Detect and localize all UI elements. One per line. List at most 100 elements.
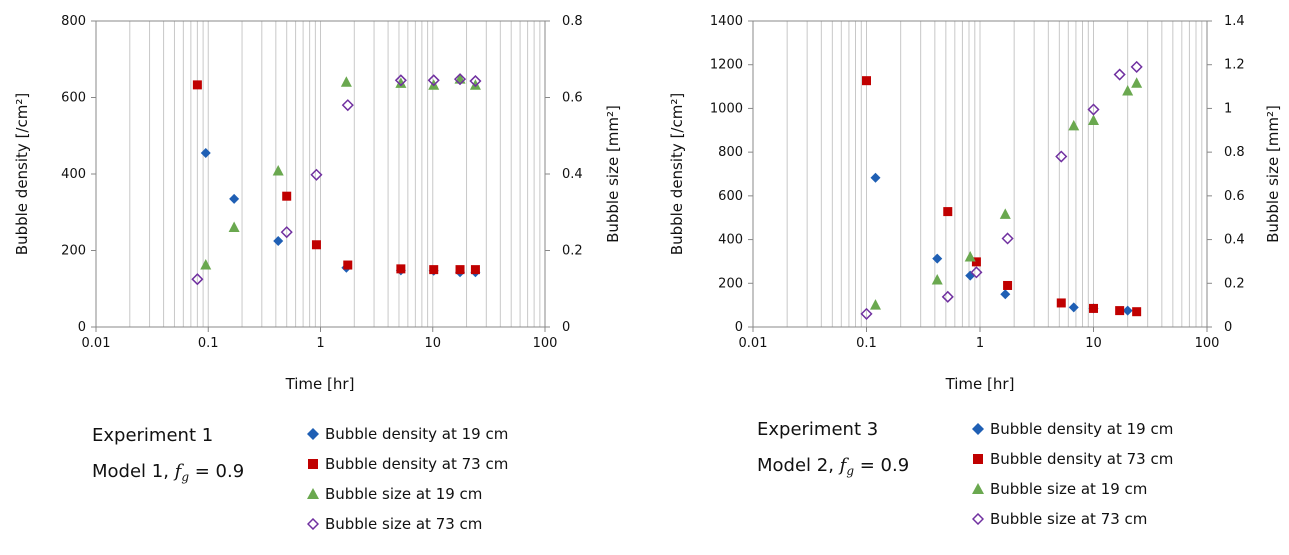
square-marker-icon <box>973 454 983 464</box>
y2-tick-label: 0.4 <box>1224 233 1245 248</box>
series-size-19 <box>869 77 1143 310</box>
data-point <box>1115 306 1125 316</box>
experiment-caption: Experiment 3 <box>757 419 878 440</box>
data-point <box>311 240 321 250</box>
x-tick-label: 1 <box>976 336 984 351</box>
y-axis-label: Bubble density [/cm²] <box>13 93 31 255</box>
legend-item-density-19: Bubble density at 19 cm <box>972 414 1222 444</box>
square-marker-icon <box>308 459 318 469</box>
data-point <box>964 251 976 262</box>
fg-value: = 0.9 <box>854 455 910 476</box>
y-tick-label: 600 <box>61 91 86 106</box>
y-tick-label: 1000 <box>710 101 743 116</box>
data-point <box>1055 150 1068 163</box>
experiment-label: Experiment 3 <box>757 419 879 440</box>
y2-tick-label: 1.2 <box>1224 58 1245 73</box>
data-point <box>931 274 943 285</box>
data-point <box>470 265 480 275</box>
x-tick-label: 100 <box>533 336 558 351</box>
legend-label: Bubble density at 19 cm <box>325 425 509 443</box>
fg-symbol: f <box>174 461 182 482</box>
fg-subscript: g <box>181 470 190 484</box>
legend-item-density-19: Bubble density at 19 cm <box>307 419 557 449</box>
legend-item-size-19: Bubble size at 19 cm <box>307 479 557 509</box>
series-size-73 <box>860 60 1143 320</box>
chart-panel-experiment-1: 0.01 0.1 1 10 100 0 200 400 600 800 0 0.2 0.4 0.6 0.8 T… <box>13 14 622 393</box>
data-point <box>280 226 293 239</box>
data-point <box>1087 103 1100 116</box>
legend-label: Bubble size at 73 cm <box>325 515 483 533</box>
x-tick-label: 10 <box>424 336 441 351</box>
y-tick-label: 1200 <box>710 58 743 73</box>
data-point <box>1089 303 1098 313</box>
series-density-73 <box>862 76 1142 317</box>
y-tick-label: 800 <box>61 14 86 29</box>
legend-item-size-73: Bubble size at 73 cm <box>972 504 1222 534</box>
data-point <box>429 265 439 275</box>
legend-label: Bubble density at 73 cm <box>990 450 1174 468</box>
data-point <box>970 266 983 279</box>
legend-item-density-73: Bubble density at 73 cm <box>307 449 557 479</box>
data-point <box>228 221 240 233</box>
data-point <box>1056 298 1066 308</box>
x-tick-label: 0.01 <box>82 336 111 351</box>
data-point <box>860 307 873 320</box>
data-point <box>229 193 240 204</box>
model-caption: Model 2, fg = 0.9 <box>757 455 909 478</box>
legend-item-density-73: Bubble density at 73 cm <box>972 444 1222 474</box>
y-tick-label: 400 <box>718 233 743 248</box>
data-point <box>1001 232 1014 245</box>
y-tick-label: 800 <box>718 145 743 160</box>
legend-item-size-19: Bubble size at 19 cm <box>972 474 1222 504</box>
y2-tick-label: 0.8 <box>1224 145 1245 160</box>
y2-axis-label: Bubble size [mm²] <box>1264 105 1282 243</box>
legend-item-size-73: Bubble size at 73 cm <box>307 509 557 539</box>
data-point <box>999 208 1011 219</box>
data-point <box>1068 119 1080 131</box>
data-point <box>310 168 323 181</box>
legend: Bubble density at 19 cm Bubble density a… <box>307 419 557 539</box>
x-axis-label: Time [hr] <box>945 375 1015 393</box>
y-tick-label: 600 <box>718 189 743 204</box>
experiment-label: Experiment 1 <box>92 425 214 446</box>
y-axis-label: Bubble density [/cm²] <box>668 93 686 255</box>
y2-tick-label: 0.6 <box>1224 189 1245 204</box>
y2-tick-label: 0.2 <box>562 244 583 259</box>
triangle-marker-icon <box>972 483 984 494</box>
data-point <box>340 76 352 87</box>
data-point <box>862 76 871 86</box>
data-point <box>453 73 467 86</box>
y2-tick-label: 0 <box>562 320 570 335</box>
data-point <box>192 80 202 90</box>
data-point <box>941 290 954 303</box>
x-tick-label: 10 <box>1085 336 1102 351</box>
x-tick-label: 1 <box>316 336 324 351</box>
fg-subscript: g <box>846 464 855 478</box>
x-axis-label: Time [hr] <box>285 375 355 393</box>
data-point <box>870 172 881 183</box>
legend: Bubble density at 19 cm Bubble density a… <box>972 414 1222 534</box>
data-point <box>1132 307 1142 317</box>
data-point <box>932 253 943 264</box>
model-label: Model 2, <box>757 455 840 476</box>
data-point <box>1068 302 1079 313</box>
x-tick-label: 100 <box>1195 336 1220 351</box>
diamond-marker-icon <box>972 423 984 435</box>
data-point <box>1088 114 1099 125</box>
y-tick-label: 0 <box>78 320 86 335</box>
data-point <box>200 259 212 270</box>
experiment-caption: Experiment 1 <box>92 425 213 446</box>
legend-label: Bubble density at 19 cm <box>990 420 1174 438</box>
model-caption: Model 1, fg = 0.9 <box>92 461 244 484</box>
y2-tick-label: 1.4 <box>1224 14 1245 29</box>
y-tick-label: 200 <box>718 276 743 291</box>
x-tick-label: 0.01 <box>739 336 768 351</box>
legend-label: Bubble size at 19 cm <box>990 480 1148 498</box>
y-tick-label: 200 <box>61 244 86 259</box>
data-point <box>455 265 465 275</box>
open-diamond-marker-icon <box>972 513 984 525</box>
diamond-marker-icon <box>307 428 319 440</box>
open-diamond-marker-icon <box>307 518 319 530</box>
data-point <box>1122 305 1133 316</box>
